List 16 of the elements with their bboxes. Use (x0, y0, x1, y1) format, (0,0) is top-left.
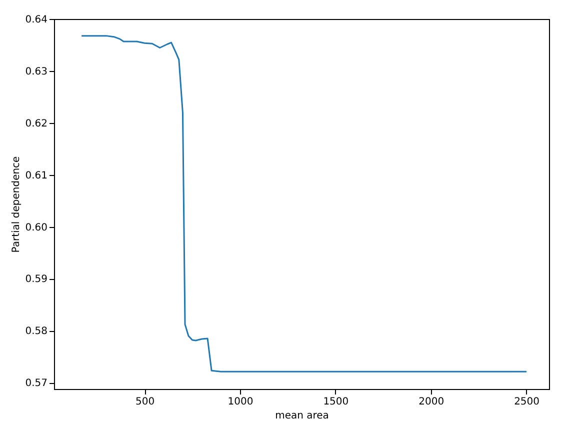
y-tick-label: 0.63 (25, 66, 48, 78)
x-tick-label: 500 (136, 396, 155, 408)
x-tick-label: 2500 (514, 396, 540, 408)
line-series (80, 35, 528, 372)
x-tick-label: 1500 (323, 396, 349, 408)
x-axis-title: mean area (275, 410, 329, 422)
y-tick-label: 0.62 (25, 118, 48, 130)
y-tick-label: 0.59 (25, 274, 48, 286)
x-tick-label: 1000 (228, 396, 254, 408)
y-axis-title: Partial dependence (11, 156, 22, 253)
y-tick-label: 0.58 (25, 326, 48, 338)
y-tick-label: 0.64 (25, 14, 48, 26)
y-tick-label: 0.61 (25, 170, 48, 182)
x-tick-label: 2000 (418, 396, 444, 408)
y-tick-label: 0.60 (25, 222, 48, 234)
y-tick-label: 0.57 (25, 378, 48, 390)
